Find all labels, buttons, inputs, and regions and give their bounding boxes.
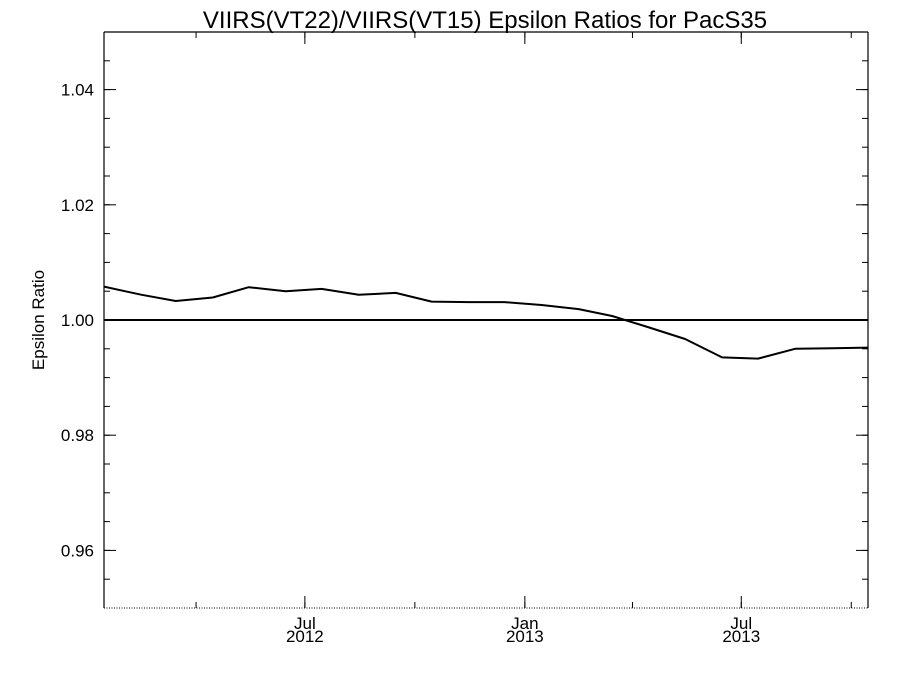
x-tick-label: Jul [730, 614, 752, 633]
y-ticks: 0.96 0.98 1.00 1.02 1.04 [61, 81, 868, 560]
x-tick-sublabel: 2013 [722, 627, 760, 646]
x-tick-sublabel: 2012 [286, 627, 324, 646]
x-tick-sublabel: 2013 [506, 627, 544, 646]
y-tick-label: 0.98 [61, 426, 94, 445]
y-tick-label: 1.00 [61, 311, 94, 330]
y-axis-label: Epsilon Ratio [29, 270, 48, 370]
y-tick-label: 1.04 [61, 81, 94, 100]
y-tick-label: 1.02 [61, 196, 94, 215]
series-layer [103, 285, 869, 360]
y-tick-label: 0.96 [61, 541, 94, 560]
x-tick-label: Jan [511, 614, 538, 633]
x-tick-label: Jul [294, 614, 316, 633]
chart-title: VIIRS(VT22)/VIIRS(VT15) Epsilon Ratios f… [203, 7, 767, 34]
series-line-0 [103, 285, 869, 360]
